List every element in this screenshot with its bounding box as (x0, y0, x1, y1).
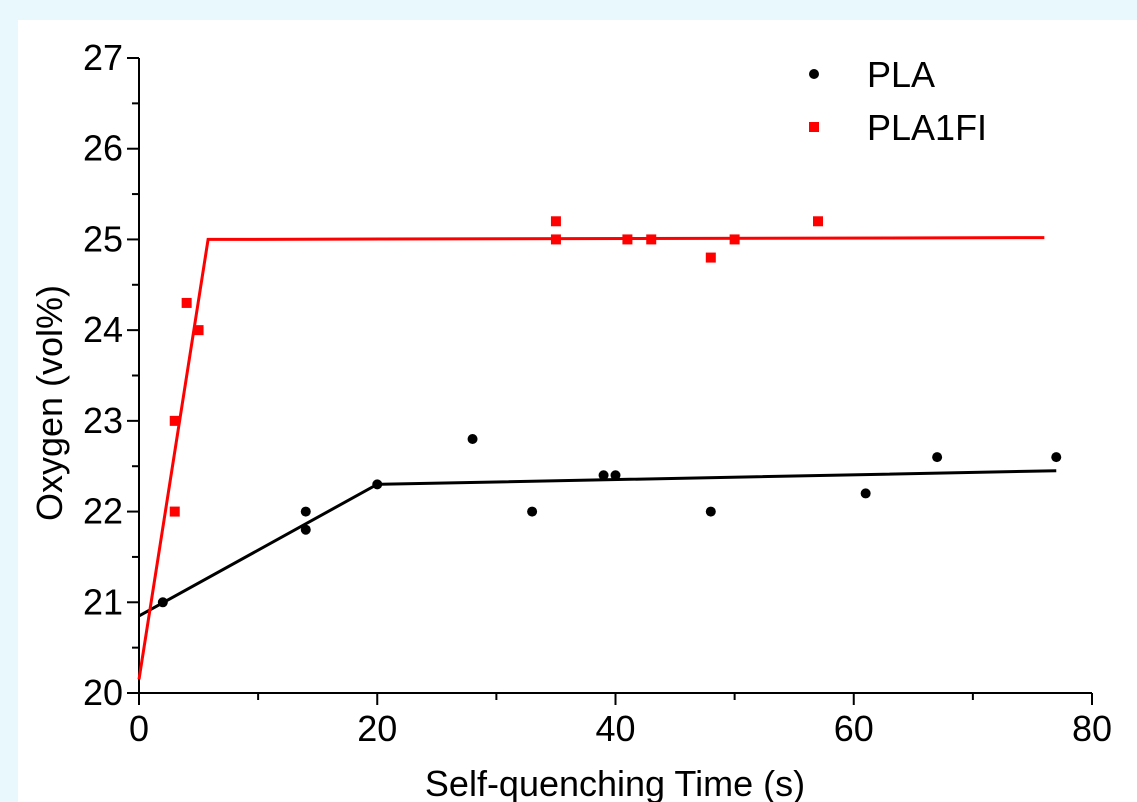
data-point-pla1fi (550, 216, 561, 227)
data-point-pla (860, 488, 871, 499)
y-tick-label: 23 (83, 400, 123, 441)
data-point-pla (1051, 452, 1062, 463)
data-point-pla1fi (705, 252, 716, 263)
data-point-pla (527, 506, 538, 517)
data-points (157, 216, 1062, 608)
data-point-pla (300, 506, 311, 517)
legend-marker-pla (809, 69, 819, 79)
x-tick-label: 40 (595, 708, 635, 749)
legend-label-pla1fi: PLA1FI (867, 107, 987, 148)
data-point-pla (705, 506, 716, 517)
data-point-pla1fi (193, 325, 204, 336)
fit-line-pla1fi (137, 236, 1045, 680)
x-tick-label: 60 (834, 708, 874, 749)
data-point-pla1fi (813, 216, 824, 227)
data-point-pla (598, 470, 609, 481)
data-point-pla1fi (550, 234, 561, 245)
y-tick-label: 21 (83, 581, 123, 622)
x-tick-label: 80 (1072, 708, 1112, 749)
y-tick-label: 20 (83, 672, 123, 713)
fit-line-pla (138, 469, 1057, 618)
legend: PLA PLA1FI (809, 54, 987, 148)
data-point-pla (467, 434, 478, 444)
data-point-pla1fi (169, 506, 180, 517)
data-point-pla1fi (181, 297, 192, 308)
y-tick-label: 24 (83, 309, 123, 350)
data-point-pla1fi (169, 415, 180, 426)
data-point-pla1fi (646, 234, 657, 245)
data-point-pla (932, 452, 943, 463)
data-point-pla (372, 479, 383, 490)
data-point-pla (610, 470, 621, 481)
data-point-pla1fi (729, 234, 740, 245)
y-tick-label: 25 (83, 218, 123, 259)
chart-panel: 0 20 40 60 80 20 21 22 23 24 25 26 27 PLA PLA1FI Self… (18, 20, 1137, 802)
x-tick-label: 0 (129, 708, 149, 749)
legend-marker-pla1fi (809, 122, 819, 132)
data-point-pla (300, 524, 311, 535)
y-tick-label: 26 (83, 128, 123, 169)
y-tick-label: 27 (83, 37, 123, 78)
fit-lines (137, 236, 1057, 680)
legend-label-pla: PLA (867, 54, 935, 95)
y-tick-label: 22 (83, 491, 123, 532)
data-point-pla (157, 597, 168, 608)
x-tick-label: 20 (357, 708, 397, 749)
x-axis-title: Self-quenching Time (s) (425, 763, 805, 802)
y-axis-title: Oxygen (vol%) (29, 285, 70, 521)
data-point-pla1fi (622, 234, 633, 245)
